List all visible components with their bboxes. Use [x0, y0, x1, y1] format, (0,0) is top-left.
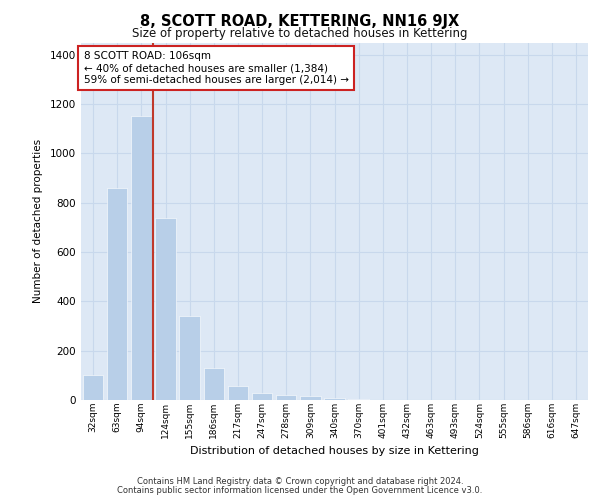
Bar: [179, 316, 200, 400]
Bar: [107, 188, 127, 400]
Bar: [83, 376, 103, 400]
Text: Contains HM Land Registry data © Crown copyright and database right 2024.: Contains HM Land Registry data © Crown c…: [137, 477, 463, 486]
X-axis label: Distribution of detached houses by size in Kettering: Distribution of detached houses by size …: [190, 446, 479, 456]
Bar: [155, 218, 176, 400]
Text: 8, SCOTT ROAD, KETTERING, NN16 9JX: 8, SCOTT ROAD, KETTERING, NN16 9JX: [140, 14, 460, 29]
Y-axis label: Number of detached properties: Number of detached properties: [33, 139, 43, 304]
Text: 8 SCOTT ROAD: 106sqm
← 40% of detached houses are smaller (1,384)
59% of semi-de: 8 SCOTT ROAD: 106sqm ← 40% of detached h…: [83, 52, 349, 84]
Bar: [131, 116, 152, 400]
Bar: [300, 396, 320, 400]
Text: Size of property relative to detached houses in Kettering: Size of property relative to detached ho…: [132, 28, 468, 40]
Bar: [227, 386, 248, 400]
Bar: [349, 399, 369, 400]
Bar: [252, 392, 272, 400]
Bar: [324, 398, 345, 400]
Bar: [203, 368, 224, 400]
Bar: [276, 395, 296, 400]
Text: Contains public sector information licensed under the Open Government Licence v3: Contains public sector information licen…: [118, 486, 482, 495]
